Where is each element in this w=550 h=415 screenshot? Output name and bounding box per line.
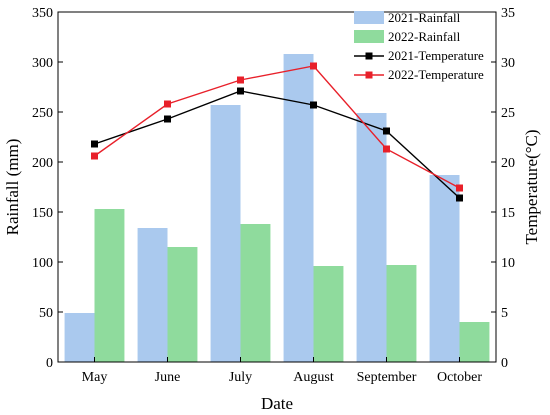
bar-2021-rainfall-june xyxy=(137,228,168,362)
y-tick-label-left: 350 xyxy=(32,6,53,21)
point-2022-temperature-may xyxy=(91,152,98,160)
legend-marker-2022-temperature xyxy=(365,71,373,79)
point-2022-temperature-june xyxy=(164,100,171,108)
legend-swatch-2021-rainfall xyxy=(354,11,384,24)
y-tick-label-left: 50 xyxy=(39,306,53,321)
bar-2022-rainfall-july xyxy=(240,224,271,362)
legend: 2021-Rainfall 2022-Rainfall 2021-Temperatu… xyxy=(354,10,484,82)
x-tick-label: October xyxy=(437,370,482,385)
point-2021-temperature-september xyxy=(383,127,390,135)
bar-2022-rainfall-september xyxy=(386,265,417,362)
point-2022-temperature-july xyxy=(237,76,244,84)
y-tick-label-right: 15 xyxy=(501,206,515,221)
bar-2022-rainfall-august xyxy=(313,266,344,362)
bar-2021-rainfall-august xyxy=(283,54,314,362)
bar-2021-rainfall-september xyxy=(356,113,387,362)
x-axis-title: Date xyxy=(261,394,293,413)
y-tick-label-right: 30 xyxy=(501,56,515,71)
point-2022-temperature-august xyxy=(310,62,317,70)
y-tick-label-left: 200 xyxy=(32,156,53,171)
y-tick-label-right: 20 xyxy=(501,156,515,171)
y-tick-label-right: 0 xyxy=(501,356,508,371)
y-tick-label-left: 150 xyxy=(32,206,53,221)
bar-2022-rainfall-june xyxy=(167,247,198,362)
point-2021-temperature-july xyxy=(237,87,244,95)
bar-2021-rainfall-october xyxy=(429,175,460,362)
legend-label-2022-temperature: 2022-Temperature xyxy=(388,67,484,82)
line-layer xyxy=(91,62,463,202)
y-tick-label-right: 35 xyxy=(501,6,515,21)
y-tick-label-right: 25 xyxy=(501,106,515,121)
x-tick-label: May xyxy=(82,370,108,385)
y-tick-label-right: 5 xyxy=(501,306,508,321)
legend-swatch-2022-rainfall xyxy=(354,30,384,43)
line-2021-temperature xyxy=(94,90,460,199)
x-tick-label: August xyxy=(293,370,334,385)
bar-2022-rainfall-may xyxy=(94,209,125,362)
bar-2022-rainfall-october xyxy=(459,322,490,362)
x-tick-label: September xyxy=(357,370,417,385)
bar-2021-rainfall-may xyxy=(64,313,95,362)
line-2022-temperature xyxy=(94,65,460,189)
axes-layer: 0 50 100 150 200 250 300 350 0 5 10 15 20 25 30 35 May Ju… xyxy=(32,6,515,385)
y-tick-label-left: 250 xyxy=(32,106,53,121)
point-2021-temperature-june xyxy=(164,115,171,123)
legend-marker-2021-temperature xyxy=(365,52,373,60)
y-tick-label-right: 10 xyxy=(501,256,515,271)
y-axis-title-right: Temperature(°C) xyxy=(522,129,541,244)
bar-layer xyxy=(64,54,490,362)
y-tick-label-left: 0 xyxy=(46,356,53,371)
point-2021-temperature-may xyxy=(91,140,98,148)
point-2021-temperature-october xyxy=(456,194,463,202)
legend-label-2021-rainfall: 2021-Rainfall xyxy=(388,10,461,25)
legend-label-2021-temperature: 2021-Temperature xyxy=(388,48,484,63)
point-2022-temperature-october xyxy=(456,184,463,192)
y-tick-label-left: 300 xyxy=(32,56,53,71)
bar-2021-rainfall-july xyxy=(210,105,241,362)
y-tick-label-left: 100 xyxy=(32,256,53,271)
point-2021-temperature-august xyxy=(310,101,317,109)
legend-label-2022-rainfall: 2022-Rainfall xyxy=(388,29,461,44)
y-axis-title-left: Rainfall (mm) xyxy=(3,139,22,236)
plot-frame xyxy=(57,11,497,363)
x-tick-label: June xyxy=(155,370,181,385)
point-2022-temperature-september xyxy=(383,145,390,153)
x-tick-label: July xyxy=(229,370,252,385)
